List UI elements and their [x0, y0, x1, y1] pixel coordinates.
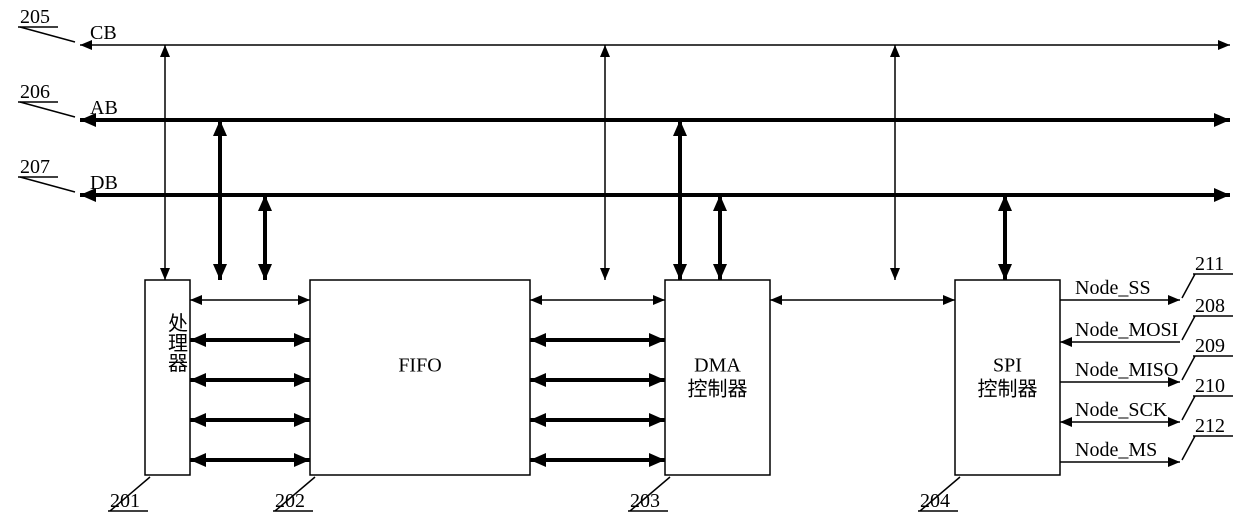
- block-label-fifo: FIFO: [398, 355, 441, 377]
- signal-label-Node_MS: Node_MS: [1075, 439, 1157, 461]
- link-fifo-dma-3: [530, 413, 665, 427]
- ref-212: 212: [1182, 415, 1233, 460]
- tap-db-proc: [258, 195, 272, 280]
- ref-204: 204: [918, 477, 960, 512]
- svg-text:208: 208: [1195, 295, 1225, 317]
- block-proc: 处理器: [145, 280, 190, 475]
- ref-207-text: 207: [20, 156, 50, 178]
- svg-text:210: 210: [1195, 375, 1225, 397]
- ref-204-text: 204: [920, 490, 950, 512]
- signal-Node_SS: Node_SS: [1060, 277, 1180, 305]
- ref-201: 201: [108, 477, 150, 512]
- svg-text:212: 212: [1195, 415, 1225, 437]
- link-fifo-dma-0: [530, 295, 665, 305]
- ref-209: 209: [1182, 335, 1233, 380]
- ref-206-text: 206: [20, 81, 50, 103]
- signal-label-Node_MOSI: Node_MOSI: [1075, 319, 1178, 341]
- ref-205: 205: [18, 6, 75, 42]
- ref-202-text: 202: [275, 490, 305, 512]
- svg-text:209: 209: [1195, 335, 1225, 357]
- bus-label-CB: CB: [90, 22, 117, 44]
- svg-text:211: 211: [1195, 253, 1224, 275]
- block-fifo: FIFO: [310, 280, 530, 475]
- ref-202: 202: [273, 477, 315, 512]
- bus-AB: [80, 113, 1230, 127]
- block-spi: SPI控制器: [955, 280, 1060, 475]
- tap-ab-proc: [213, 120, 227, 280]
- ref-205-text: 205: [20, 6, 50, 28]
- tap-ab-dma: [673, 120, 687, 280]
- block-dma: DMA控制器: [665, 280, 770, 475]
- ref-206: 206: [18, 81, 75, 117]
- link-proc-fifo-3: [190, 413, 310, 427]
- signal-Node_SCK: Node_SCK: [1060, 399, 1180, 427]
- link-proc-fifo-2: [190, 373, 310, 387]
- block-label-proc: 处理器: [165, 312, 188, 372]
- ref-211: 211: [1182, 253, 1233, 298]
- link-fifo-dma-4: [530, 453, 665, 467]
- signal-label-Node_SCK: Node_SCK: [1075, 399, 1168, 421]
- tap-db-dma: [713, 195, 727, 280]
- link-proc-fifo-4: [190, 453, 310, 467]
- bus-label-AB: AB: [90, 97, 118, 119]
- link-fifo-dma-1: [530, 333, 665, 347]
- ref-203: 203: [628, 477, 670, 512]
- signal-label-Node_SS: Node_SS: [1075, 277, 1151, 299]
- ref-207: 207: [18, 156, 75, 192]
- signal-Node_MISO: Node_MISO: [1060, 359, 1180, 387]
- link-dma-spi-0: [770, 295, 955, 305]
- link-fifo-dma-2: [530, 373, 665, 387]
- signal-Node_MS: Node_MS: [1060, 439, 1180, 467]
- tap-cb-proc: [160, 45, 170, 280]
- ref-201-text: 201: [110, 490, 140, 512]
- ref-210: 210: [1182, 375, 1233, 420]
- tap-cb-spi: [890, 45, 900, 280]
- bus-DB: [80, 188, 1230, 202]
- signal-Node_MOSI: Node_MOSI: [1060, 319, 1180, 347]
- link-proc-fifo-0: [190, 295, 310, 305]
- ref-208: 208: [1182, 295, 1233, 340]
- ref-203-text: 203: [630, 490, 660, 512]
- bus-label-DB: DB: [90, 172, 118, 194]
- bus-CB: [80, 40, 1230, 50]
- tap-cb-dma: [600, 45, 610, 280]
- link-proc-fifo-1: [190, 333, 310, 347]
- tap-db-spi: [998, 195, 1012, 280]
- signal-label-Node_MISO: Node_MISO: [1075, 359, 1178, 381]
